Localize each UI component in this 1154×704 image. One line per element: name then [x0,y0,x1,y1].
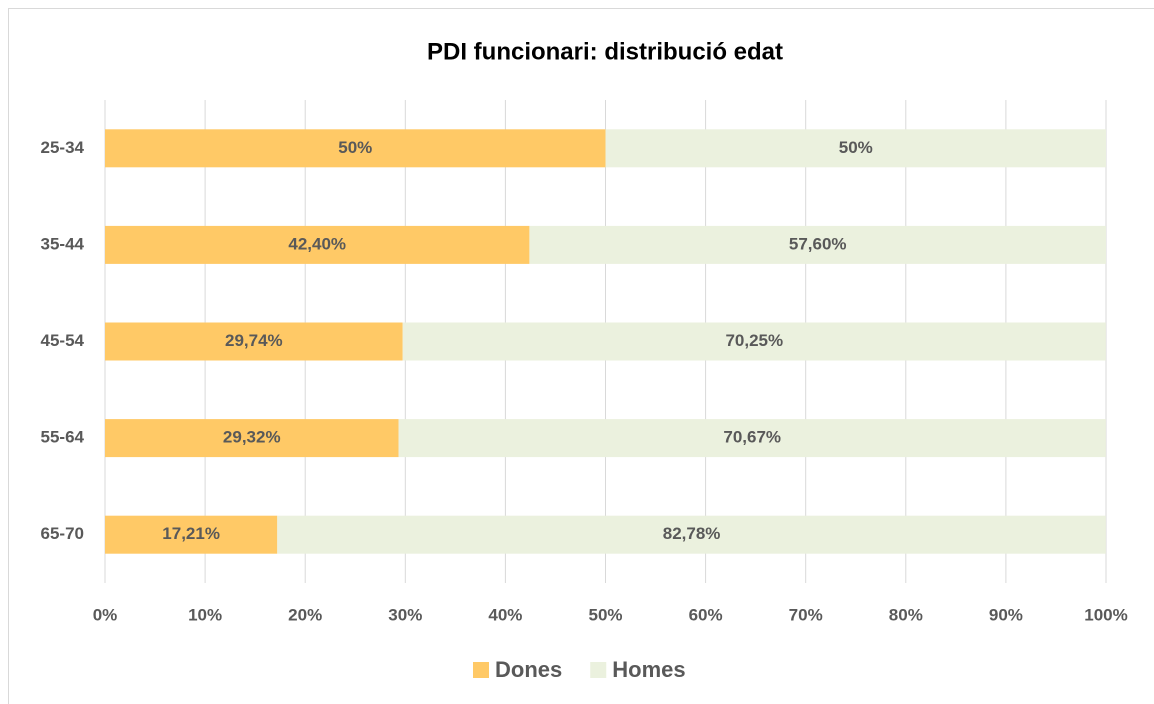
y-tick-label: 55-64 [41,428,85,447]
bar-segment [105,322,403,361]
x-tick-label: 60% [689,605,723,624]
bar-segment [105,225,530,264]
chart-frame [8,8,1154,704]
x-tick-label: 50% [588,605,622,624]
x-tick-label: 20% [288,605,322,624]
legend-swatch [473,662,489,678]
data-label: 57,60% [789,234,847,253]
x-tick-label: 40% [488,605,522,624]
bar-segment [105,515,278,554]
y-tick-label: 25-34 [41,138,85,157]
bar-segment [105,419,399,458]
legend-label: Homes [612,657,685,682]
x-tick-label: 10% [188,605,222,624]
x-tick-label: 100% [1084,605,1127,624]
x-tick-label: 30% [388,605,422,624]
bar-segment [402,322,1106,361]
x-tick-label: 0% [93,605,118,624]
x-tick-label: 70% [789,605,823,624]
data-label: 70,67% [723,428,781,447]
x-tick-label: 80% [889,605,923,624]
legend-label: Dones [495,657,562,682]
bar-segment [529,225,1106,264]
data-label: 29,32% [223,428,281,447]
data-label: 82,78% [663,524,721,543]
data-label: 29,74% [225,331,283,350]
data-label: 17,21% [162,524,220,543]
chart-title: PDI funcionari: distribució edat [427,38,783,65]
data-label: 50% [338,138,372,157]
data-label: 70,25% [725,331,783,350]
bar-segment [398,419,1106,458]
bar-segment [605,129,1106,168]
x-tick-label: 90% [989,605,1023,624]
y-tick-label: 65-70 [41,524,84,543]
bar-segment [105,129,606,168]
data-label: 50% [839,138,873,157]
data-label: 42,40% [288,234,346,253]
legend-swatch [590,662,607,678]
y-tick-label: 35-44 [41,234,85,253]
y-tick-label: 45-54 [41,331,85,350]
bar-segment [277,515,1106,554]
